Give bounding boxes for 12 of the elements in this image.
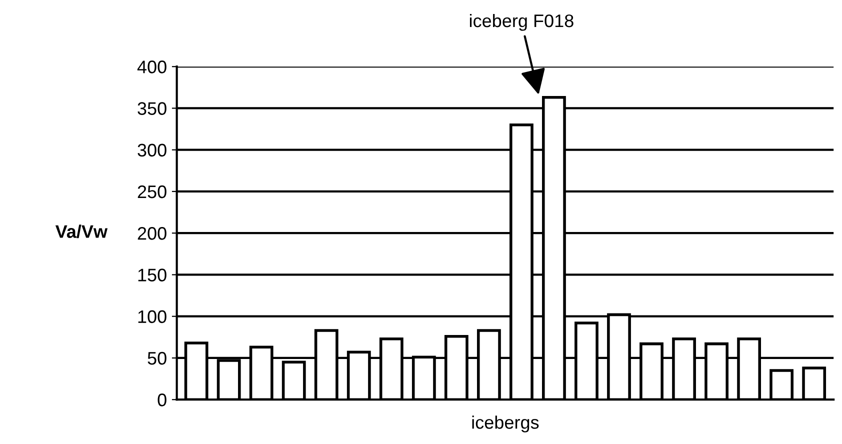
x-axis-title: icebergs bbox=[472, 416, 539, 432]
y-tick-label: 150 bbox=[138, 268, 166, 282]
y-tick-label: 200 bbox=[138, 227, 166, 240]
y-tick-label: 100 bbox=[138, 310, 166, 324]
text: iceberg F018 bbox=[470, 14, 574, 31]
y-axis-title: Va/Vw bbox=[55, 224, 108, 238]
y-tick-label: 0 bbox=[158, 394, 166, 406]
y-tick-label: 350 bbox=[138, 102, 166, 115]
y-tick-label: 50 bbox=[148, 352, 166, 365]
y-tick-label: 400 bbox=[137, 60, 166, 74]
y-tick-label: 300 bbox=[138, 144, 166, 157]
y-tick-label: 250 bbox=[138, 185, 166, 198]
